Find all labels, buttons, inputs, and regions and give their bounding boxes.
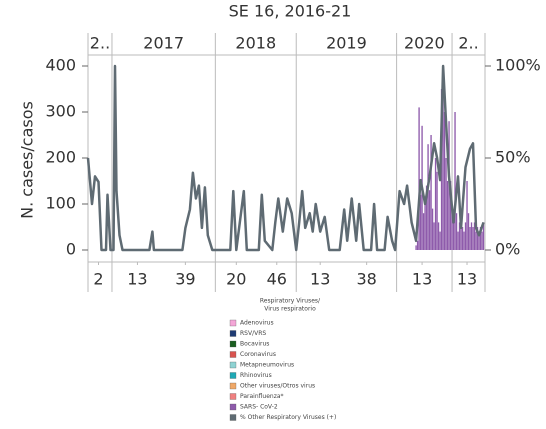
bar (455, 213, 458, 250)
legend-swatch (229, 351, 237, 358)
legend-swatch (229, 330, 237, 337)
x-tick-label: 20 (226, 270, 246, 289)
chart-title: SE 16, 2016-21 (229, 2, 352, 21)
legend-label: Metapneumovirus (240, 362, 294, 369)
year-label: 2017 (143, 34, 184, 53)
legend-swatch (229, 382, 237, 390)
bar (430, 135, 432, 250)
bar (482, 222, 485, 250)
year-label: 2.. (90, 34, 110, 53)
bar (470, 222, 473, 250)
legend-label: RSV/VRS (240, 330, 266, 337)
legend-label: Bocavirus (240, 341, 269, 348)
y2-tick-label: 100% (495, 56, 541, 75)
bar (469, 227, 471, 250)
legend-swatch (229, 372, 237, 379)
x-tick-label: 46 (267, 270, 287, 289)
bar (481, 231, 483, 250)
bar (464, 222, 467, 250)
y-tick-label: 0 (66, 240, 76, 259)
bar (479, 227, 482, 250)
bar (451, 204, 453, 250)
bar (439, 231, 441, 250)
x-tick-label: 13 (127, 270, 147, 289)
legend-label: % Other Respiratory Viruses (+) (240, 414, 336, 421)
bar (461, 227, 464, 250)
bar (457, 231, 459, 250)
bar (449, 181, 452, 250)
bar (415, 245, 417, 250)
x-tick-label: 13 (412, 270, 432, 289)
legend-swatch (229, 340, 237, 348)
bar (424, 204, 426, 250)
legend-swatch (229, 361, 237, 369)
legend-label: Rhinovirus (240, 372, 272, 379)
legend-label: Other viruses/Otros virus (240, 383, 315, 390)
bar (463, 231, 465, 250)
bar (433, 222, 435, 250)
bar (466, 181, 468, 250)
bar (416, 240, 419, 250)
bar (446, 181, 449, 250)
y-tick-label: 300 (45, 102, 76, 121)
x-tick-label: 13 (457, 270, 477, 289)
bar (434, 158, 437, 250)
year-label: 2020 (404, 34, 445, 53)
bar (425, 185, 428, 250)
bar (437, 222, 440, 250)
bar (475, 231, 477, 250)
bar (431, 208, 434, 250)
bar (419, 194, 422, 250)
bar (445, 158, 447, 250)
legend-swatch (229, 414, 237, 421)
bar (442, 66, 444, 250)
bar (460, 213, 462, 250)
bar (478, 236, 480, 250)
bar (458, 222, 461, 250)
legend-label: Parainfluenza* (240, 393, 284, 400)
y-axis-label: N. cases/casos (18, 101, 37, 219)
bar (473, 222, 476, 250)
legend-title: Respiratory Viruses/ (260, 298, 321, 305)
legend-swatch (229, 403, 237, 411)
year-label: 2018 (235, 34, 276, 53)
legend-swatch (229, 393, 237, 400)
y-tick-label: 100 (45, 194, 76, 213)
legend-title: Virus respiratorio (264, 306, 316, 313)
bar (452, 222, 455, 250)
bar (436, 171, 438, 250)
year-label: 2.. (458, 34, 478, 53)
legend-label: SARS- CoV-2 (240, 404, 278, 411)
x-tick-label: 38 (356, 270, 376, 289)
x-tick-label: 13 (310, 270, 330, 289)
line (86, 64, 485, 252)
bar (443, 112, 446, 250)
y-tick-label: 400 (45, 56, 76, 75)
x-tick-label: 39 (175, 270, 195, 289)
x-tick-label: 2 (93, 270, 103, 289)
y-tick-label: 200 (45, 148, 76, 167)
bar (476, 227, 479, 250)
bar (418, 107, 420, 251)
y2-tick-label: 0% (495, 240, 520, 259)
legend-label: Adenovirus (240, 320, 274, 327)
legend-label: Coronavirus (240, 351, 276, 358)
bar (454, 112, 456, 250)
bar (467, 213, 470, 250)
year-label: 2019 (326, 34, 367, 53)
legend-swatch (229, 319, 237, 327)
bar (422, 213, 425, 250)
y2-tick-label: 50% (495, 148, 531, 167)
bar (428, 190, 431, 250)
bar (427, 144, 429, 250)
bar (472, 227, 474, 250)
